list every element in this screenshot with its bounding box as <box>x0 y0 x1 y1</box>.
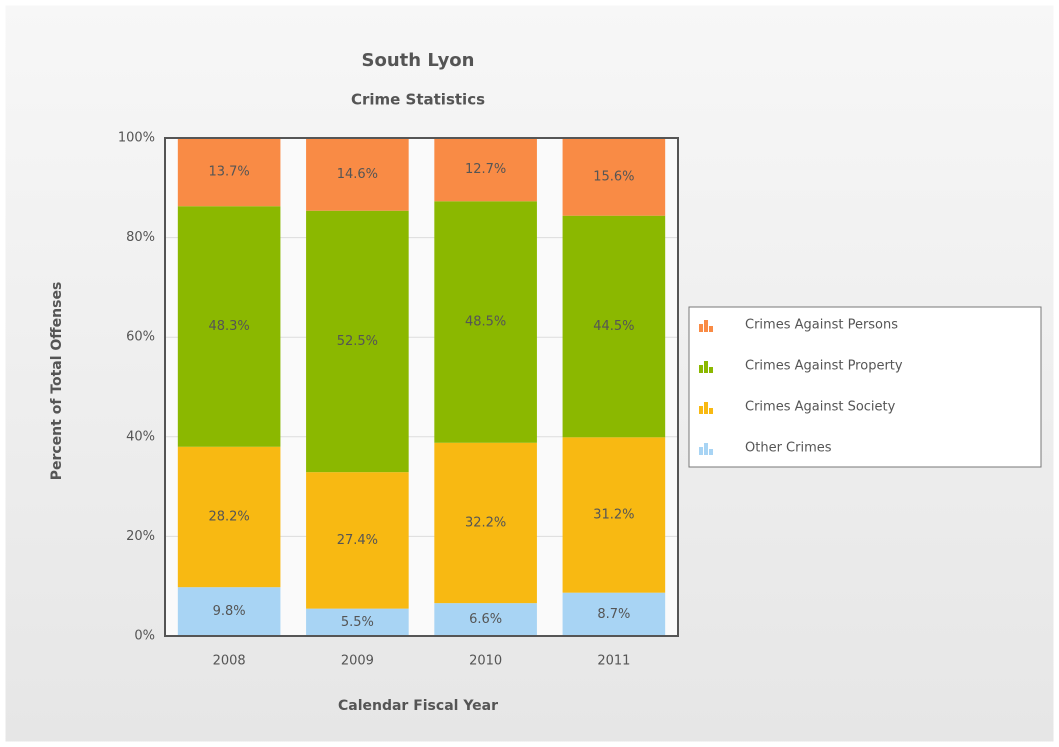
legend-icon <box>704 443 708 455</box>
bar-segment <box>562 215 666 438</box>
legend-icon <box>709 449 713 455</box>
bar-segment <box>306 138 409 211</box>
legend-icon <box>699 324 703 332</box>
legend-icon <box>709 367 713 373</box>
legend-label: Other Crimes <box>745 441 832 456</box>
legend-icon <box>709 326 713 332</box>
data-label: 6.6% <box>469 612 502 627</box>
bar-segment <box>562 138 666 216</box>
bar-segment <box>434 442 537 604</box>
legend-label: Crimes Against Society <box>745 400 896 415</box>
y-tick-label: 100% <box>118 131 155 146</box>
data-label: 15.6% <box>593 169 634 184</box>
legend-icon <box>704 402 708 414</box>
y-tick-label: 20% <box>126 529 155 544</box>
data-label: 8.7% <box>597 607 630 622</box>
legend-icon <box>709 408 713 414</box>
y-tick-label: 80% <box>126 230 155 245</box>
data-label: 13.7% <box>208 165 249 180</box>
legend-icon <box>704 361 708 373</box>
data-label: 48.5% <box>465 315 506 330</box>
legend-icon <box>699 406 703 414</box>
bar-segment <box>177 587 281 636</box>
legend <box>688 306 1042 468</box>
y-tick-label: 40% <box>126 429 155 444</box>
y-axis-label: Percent of Total Offenses <box>49 282 65 481</box>
chart-subtitle: Crime Statistics <box>351 91 485 109</box>
data-label: 14.6% <box>337 167 378 182</box>
bar-segment <box>306 210 409 473</box>
legend-icon <box>699 447 703 455</box>
bar-segment <box>434 201 537 443</box>
data-label: 32.2% <box>465 515 506 530</box>
data-label: 52.5% <box>337 334 378 349</box>
y-tick-label: 60% <box>126 330 155 345</box>
data-label: 48.3% <box>208 319 249 334</box>
data-label: 27.4% <box>337 533 378 548</box>
data-label: 5.5% <box>341 615 374 630</box>
bar-segment <box>434 138 537 202</box>
data-label: 44.5% <box>593 319 634 334</box>
x-axis-label: Calendar Fiscal Year <box>338 698 498 714</box>
legend-label: Crimes Against Persons <box>745 318 898 333</box>
bar-segment <box>434 603 537 636</box>
plot-border <box>164 137 679 637</box>
bar-segment <box>306 472 409 609</box>
data-label: 12.7% <box>465 162 506 177</box>
bar-segment <box>306 608 409 636</box>
legend-icon <box>704 320 708 332</box>
bar-segment <box>177 138 281 207</box>
x-tick-label: 2008 <box>213 654 246 669</box>
legend-icon <box>699 365 703 373</box>
data-label: 28.2% <box>208 509 249 524</box>
chart-title: South Lyon <box>362 50 475 71</box>
x-tick-label: 2011 <box>597 654 630 669</box>
bar-segment <box>562 437 666 593</box>
data-label: 9.8% <box>213 604 246 619</box>
bar-segment <box>177 446 281 588</box>
x-tick-label: 2010 <box>469 654 502 669</box>
bar-segment <box>177 206 281 447</box>
y-tick-label: 0% <box>134 629 155 644</box>
x-tick-label: 2009 <box>341 654 374 669</box>
bar-segment <box>562 592 666 636</box>
legend-label: Crimes Against Property <box>745 359 903 374</box>
data-label: 31.2% <box>593 507 634 522</box>
